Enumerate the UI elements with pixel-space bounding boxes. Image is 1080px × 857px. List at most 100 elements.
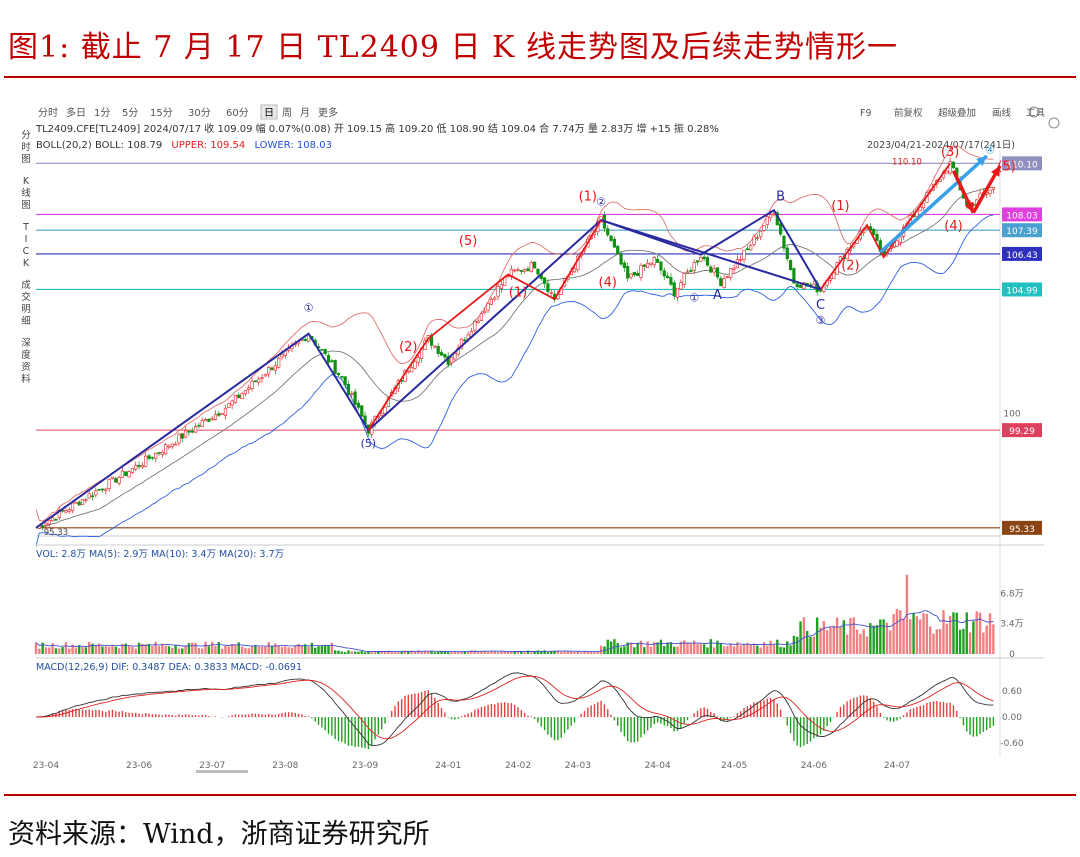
period-tab[interactable]: 30分 xyxy=(188,107,211,119)
candle-body xyxy=(137,465,141,467)
volume-bar xyxy=(503,651,506,654)
volume-bar xyxy=(284,646,287,654)
candle-body xyxy=(646,262,650,268)
toolbar-tool[interactable]: 超级叠加 xyxy=(938,107,976,119)
volume-bar xyxy=(955,612,958,654)
period-tab[interactable]: 5分 xyxy=(122,107,138,119)
close-icon[interactable] xyxy=(1048,117,1060,129)
period-tab[interactable]: 月 xyxy=(300,107,310,119)
candle-body xyxy=(67,509,71,512)
volume-bar xyxy=(586,651,590,654)
volume-bar xyxy=(683,640,686,654)
volume-bar xyxy=(277,645,280,654)
candle-body xyxy=(463,339,467,342)
volume-bar xyxy=(470,650,473,654)
side-tab[interactable]: 分时图 xyxy=(21,130,31,165)
side-tab[interactable]: 深度资料 xyxy=(21,338,31,385)
volume-bar xyxy=(556,650,560,654)
volume-bar xyxy=(400,651,403,654)
volume-bar xyxy=(752,643,756,654)
volume-bar xyxy=(38,648,41,654)
volume-bar xyxy=(829,627,832,654)
volume-bar xyxy=(948,615,952,654)
side-tab[interactable]: 成交明细 xyxy=(21,279,31,327)
toolbar-tool[interactable]: 画线 xyxy=(992,107,1012,119)
candle-body xyxy=(513,269,517,272)
kline-chart[interactable]: 分时 多日 1分 5分 15分 30分 60分 日周月更多 F9 前复权 超级叠加 画线 工具 分时图 K… xyxy=(20,96,1065,776)
volume-bar xyxy=(78,645,81,654)
volume-bar xyxy=(609,641,613,654)
candle-body xyxy=(951,161,956,169)
candle-body xyxy=(247,387,251,390)
candle-body xyxy=(772,213,776,216)
toolbar-tool[interactable]: F9 xyxy=(860,108,872,119)
side-tab[interactable]: K 线图 xyxy=(21,176,31,211)
candle-body xyxy=(107,479,111,490)
period-tab[interactable]: 日 xyxy=(264,108,274,119)
candle-body xyxy=(134,465,138,470)
candle-body xyxy=(94,490,98,496)
period-active-bg xyxy=(260,104,278,120)
macd-panel: MACD(12,26,9) DIF: 0.3487 DEA: 0.3833 MA… xyxy=(35,657,1044,750)
volume-bar xyxy=(61,647,64,654)
level-tag xyxy=(1002,282,1042,297)
period-tab[interactable]: 更多 xyxy=(318,106,338,119)
volume-bar xyxy=(659,639,663,654)
volume-bar xyxy=(819,627,822,654)
candle-body xyxy=(991,187,995,190)
period-tab[interactable]: 分时 xyxy=(38,107,58,119)
period-toolbar[interactable]: 分时 多日 1分 5分 15分 30分 60分 日周月更多 F9 前复权 超级叠加 画线 工具 xyxy=(38,104,1060,129)
volume-bar xyxy=(440,651,443,654)
volume-bar xyxy=(899,610,902,654)
toolbar-tool[interactable]: 工具 xyxy=(1026,108,1046,119)
wave-label: (1) xyxy=(509,286,527,301)
volume-bar xyxy=(945,623,949,654)
candle-body xyxy=(117,477,121,484)
period-tab[interactable]: 多日 xyxy=(66,106,86,119)
volume-tick: 0 xyxy=(1009,650,1015,660)
candle-body xyxy=(656,258,660,263)
volume-bar xyxy=(383,651,387,654)
period-tab[interactable]: 15分 xyxy=(150,107,173,119)
level-tag xyxy=(1002,223,1042,238)
horizontal-scrollbar[interactable] xyxy=(196,770,248,773)
volume-bar xyxy=(131,646,134,654)
volume-bar xyxy=(842,620,845,654)
candle-body xyxy=(642,264,646,267)
volume-bar xyxy=(666,642,669,654)
candle-body xyxy=(154,452,158,459)
volume-bar xyxy=(579,652,583,654)
candle-body xyxy=(160,451,164,455)
x-tick-label: 24-01 xyxy=(435,761,461,771)
period-tab[interactable]: 周 xyxy=(282,107,292,119)
candle-body xyxy=(87,493,91,499)
volume-bar xyxy=(230,643,234,654)
volume-bar xyxy=(653,642,656,654)
period-tab[interactable]: 1分 xyxy=(94,107,110,119)
volume-bar xyxy=(274,643,277,654)
volume-bar xyxy=(304,644,307,654)
candle-body xyxy=(792,268,796,284)
volume-bar xyxy=(676,646,679,654)
candle-body xyxy=(183,430,188,438)
candle-body xyxy=(197,424,201,427)
volume-bar xyxy=(204,641,207,654)
candle-body xyxy=(818,289,823,292)
candle-body xyxy=(742,249,746,260)
candle-body xyxy=(762,225,766,231)
volume-bar xyxy=(64,642,68,654)
price-tick: 100 xyxy=(1003,410,1020,420)
candle-body xyxy=(453,353,457,360)
candle-body xyxy=(892,246,896,248)
candle-body xyxy=(167,445,171,448)
volume-bar xyxy=(500,651,503,654)
toolbar-tool[interactable]: 前复权 xyxy=(894,107,923,119)
volume-bar xyxy=(550,650,553,654)
period-tab[interactable]: 60分 xyxy=(226,107,249,119)
volume-bar xyxy=(300,645,304,654)
candle-body xyxy=(110,476,115,479)
settings-icon[interactable] xyxy=(1028,106,1040,118)
volume-bar xyxy=(978,612,982,654)
